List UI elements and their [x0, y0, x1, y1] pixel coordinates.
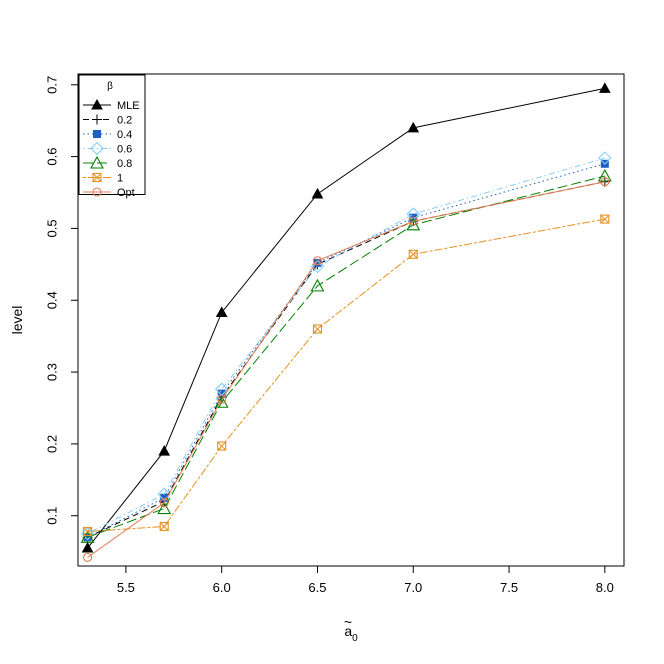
series-line	[87, 157, 605, 535]
data-point	[408, 249, 418, 259]
legend-marker	[90, 141, 104, 156]
data-point	[217, 441, 227, 451]
y-tick-label: 0.4	[44, 291, 59, 309]
legend-entry: 0.4	[83, 129, 132, 141]
x-axis-title-tilde: ~	[344, 614, 352, 630]
x-tick-label: 6.5	[308, 580, 326, 595]
legend: β MLE 0.2 0.4 0.6 0.8 1 Opt	[78, 74, 146, 199]
data-point	[80, 530, 95, 543]
series-layer	[80, 82, 612, 562]
series-0-6	[80, 151, 612, 541]
x-tick-label: 8.0	[596, 580, 614, 595]
legend-label: MLE	[117, 100, 140, 112]
series-line	[87, 87, 605, 549]
data-point	[408, 216, 418, 226]
series-line	[87, 163, 605, 538]
series-0-4	[83, 159, 609, 542]
legend-label: 0.2	[117, 115, 132, 127]
legend-marker	[92, 172, 102, 183]
data-point	[310, 259, 325, 274]
legend-marker	[93, 130, 101, 138]
x-tick-label: 6.0	[213, 580, 231, 595]
legend-marker	[92, 187, 102, 197]
legend-title: β	[107, 81, 113, 92]
data-point	[598, 151, 612, 165]
data-point	[217, 394, 227, 404]
series-0-8	[80, 168, 612, 543]
data-point	[159, 498, 169, 508]
x-axis: 5.5 6.0 6.5 7.0 7.5 8.0	[117, 565, 614, 595]
y-axis: 0.1 0.2 0.3 0.4 0.5 0.6 0.7	[44, 76, 79, 525]
series-line	[87, 218, 605, 533]
y-tick-label: 0.6	[44, 148, 59, 166]
data-point	[597, 168, 612, 182]
data-point	[406, 207, 421, 221]
legend-entry: 0.6	[83, 141, 132, 156]
legend-box	[78, 74, 146, 195]
data-point	[158, 445, 171, 456]
data-point	[600, 214, 610, 224]
legend-marker	[91, 98, 103, 110]
data-point	[83, 552, 93, 562]
series-opt	[83, 177, 610, 562]
legend-label: 1	[117, 173, 123, 185]
legend-label: 0.4	[117, 129, 132, 141]
data-point	[157, 501, 172, 515]
data-point	[407, 121, 420, 133]
data-point	[159, 521, 169, 532]
data-point	[215, 306, 228, 317]
x-tick-label: 7.5	[500, 580, 518, 595]
y-axis-title: level	[9, 306, 25, 335]
legend-entry: 1	[83, 173, 123, 185]
legend-marker	[90, 155, 104, 169]
series-0-2	[82, 176, 610, 543]
series-mle	[81, 82, 611, 553]
x-tick-label: 5.5	[117, 580, 135, 595]
data-point	[81, 542, 94, 553]
y-tick-label: 0.5	[44, 219, 59, 237]
legend-label: 0.8	[117, 158, 132, 170]
series-line	[87, 175, 605, 538]
series-line	[87, 181, 605, 538]
legend-entry: 0.8	[83, 155, 132, 170]
legend-entry: 0.2	[83, 114, 132, 127]
data-point	[311, 187, 324, 199]
legend-entry: MLE	[83, 98, 140, 112]
series-line	[87, 181, 605, 558]
data-point	[312, 324, 323, 334]
x-tick-label: 7.0	[404, 580, 422, 595]
data-point	[598, 82, 611, 93]
data-point	[157, 487, 171, 501]
legend-label: 0.6	[117, 144, 132, 156]
y-tick-label: 0.1	[44, 507, 59, 525]
y-tick-label: 0.2	[44, 435, 59, 453]
series-1	[83, 214, 610, 537]
data-point	[312, 256, 323, 266]
data-point	[310, 278, 325, 292]
legend-entry: Opt	[83, 187, 135, 199]
legend-label: Opt	[117, 187, 135, 199]
data-point	[83, 526, 93, 537]
y-tick-label: 0.3	[44, 363, 59, 381]
data-point	[600, 177, 610, 187]
y-tick-label: 0.7	[44, 76, 59, 94]
legend-marker	[92, 114, 102, 125]
